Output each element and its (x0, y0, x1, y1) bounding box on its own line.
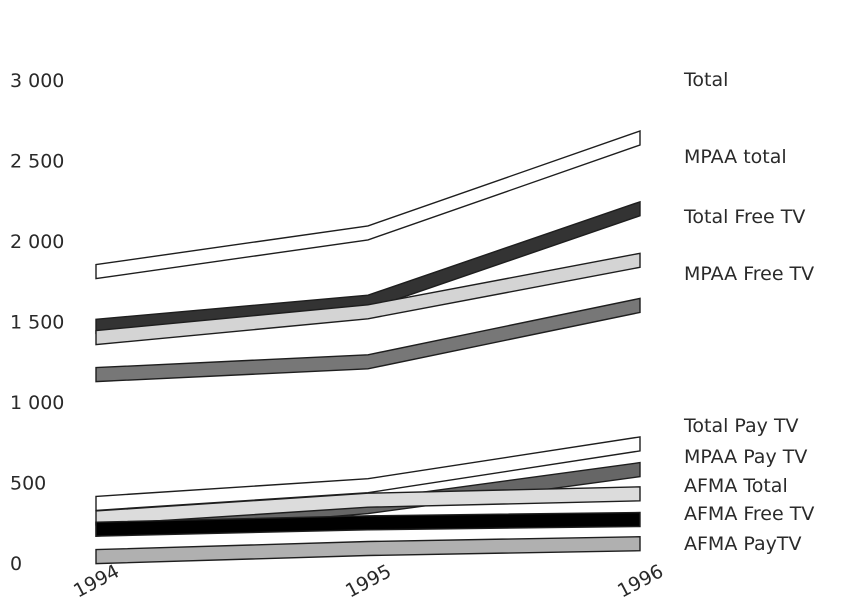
x-tick-label: 1995 (342, 560, 395, 602)
y-tick-label: 0 (10, 553, 22, 575)
series-label: Total Pay TV (683, 415, 799, 437)
series-labels: Total MPAA total Total Free TV MPAA Free TV… (683, 69, 814, 555)
series-band-total (95, 130, 641, 280)
series-band-total-free-tv (95, 252, 641, 346)
series-label: AFMA PayTV (684, 533, 801, 555)
x-tick-label: 1996 (614, 560, 667, 602)
series-label: AFMA Free TV (684, 503, 814, 525)
series-band-afma-paytv (95, 535, 641, 565)
y-tick-label: 2 500 (10, 151, 64, 173)
series-label: Total (683, 69, 728, 91)
y-tick-label: 1 500 (10, 312, 64, 334)
series-label: MPAA Pay TV (684, 446, 807, 468)
y-tick-label: 1 000 (10, 392, 64, 414)
y-axis-tick-labels: 0 500 1 000 1 500 2 000 2 500 3 000 (10, 70, 64, 575)
y-tick-label: 2 000 (10, 231, 64, 253)
x-axis-tick-labels: 1994 1995 1996 (70, 560, 667, 602)
series-label: AFMA Total (684, 475, 788, 497)
series-band-afma-free-tv (95, 511, 641, 537)
x-tick-label: 1994 (70, 560, 123, 602)
series-band-mpaa-free-tv (95, 297, 641, 383)
series-label: Total Free TV (683, 206, 805, 228)
series-bands (95, 130, 641, 565)
y-tick-label: 3 000 (10, 70, 64, 92)
series-label: MPAA Free TV (684, 263, 814, 285)
y-tick-label: 500 (10, 473, 46, 495)
series-label: MPAA total (684, 146, 787, 168)
